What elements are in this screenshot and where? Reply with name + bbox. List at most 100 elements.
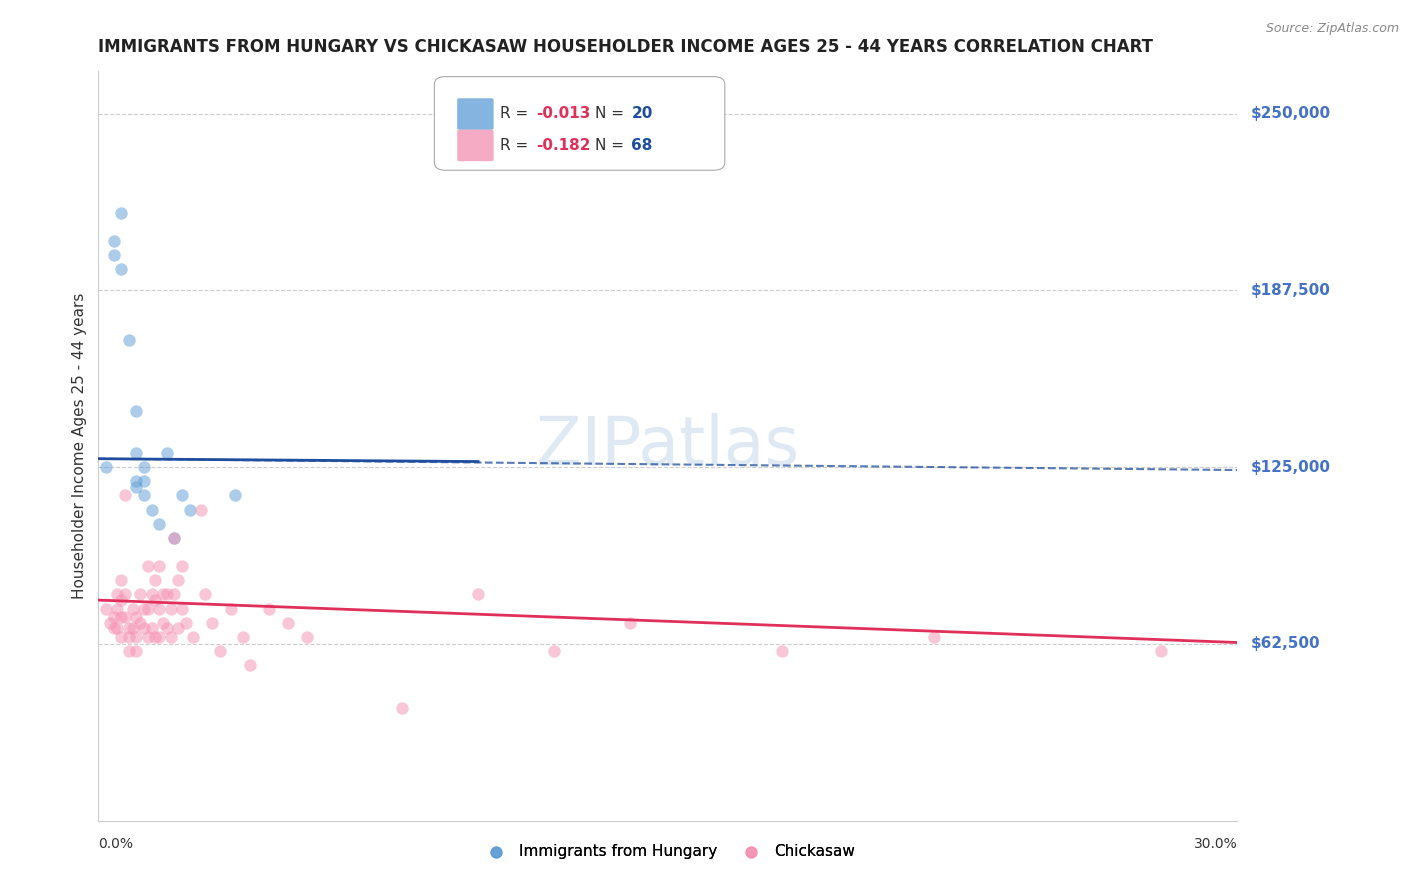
Point [148, 630, 170, 644]
Point [103, 248, 125, 262]
Point [132, 601, 155, 615]
Point [98, 615, 121, 630]
Point [136, 630, 159, 644]
Point [163, 531, 186, 545]
Point [208, 644, 231, 658]
Point [1150, 644, 1173, 658]
Point [170, 559, 193, 574]
Point [121, 601, 143, 615]
Text: R =: R = [501, 138, 533, 153]
Text: N =: N = [595, 106, 628, 121]
Point [125, 403, 148, 417]
Point [183, 630, 205, 644]
Point [156, 446, 179, 460]
Legend: Immigrants from Hungary, Chickasaw: Immigrants from Hungary, Chickasaw [475, 838, 860, 865]
Point [132, 460, 155, 475]
Text: 30.0%: 30.0% [1194, 838, 1237, 852]
Text: R =: R = [501, 106, 533, 121]
Text: ZIPatlas: ZIPatlas [536, 413, 800, 479]
Point [110, 593, 132, 607]
Point [114, 488, 136, 502]
Text: 20: 20 [631, 106, 652, 121]
Point [110, 610, 132, 624]
Point [159, 630, 181, 644]
Point [148, 516, 170, 531]
Point [107, 587, 129, 601]
Y-axis label: Householder Income Ages 25 - 44 years: Householder Income Ages 25 - 44 years [72, 293, 87, 599]
Point [259, 601, 281, 615]
Point [163, 531, 186, 545]
Point [148, 559, 170, 574]
Point [145, 593, 167, 607]
Point [110, 262, 132, 277]
Point [103, 621, 125, 635]
Text: $187,500: $187,500 [1251, 283, 1331, 298]
Point [167, 621, 190, 635]
Point [125, 475, 148, 489]
Point [619, 615, 641, 630]
FancyBboxPatch shape [457, 98, 494, 129]
Text: $62,500: $62,500 [1251, 636, 1320, 651]
Point [118, 333, 141, 347]
Point [114, 587, 136, 601]
Point [194, 587, 217, 601]
Point [121, 621, 143, 635]
Point [132, 488, 155, 502]
Point [156, 621, 179, 635]
Point [125, 610, 148, 624]
Point [190, 502, 212, 516]
Text: N =: N = [595, 138, 628, 153]
Point [156, 587, 179, 601]
Point [141, 621, 163, 635]
Point [170, 488, 193, 502]
Text: -0.182: -0.182 [536, 138, 591, 153]
Point [770, 644, 793, 658]
Point [152, 615, 174, 630]
Point [201, 615, 224, 630]
Point [125, 480, 148, 494]
FancyBboxPatch shape [434, 77, 725, 170]
Point [224, 488, 246, 502]
Text: Source: ZipAtlas.com: Source: ZipAtlas.com [1265, 22, 1399, 36]
Point [167, 574, 190, 588]
Point [129, 587, 152, 601]
Point [145, 574, 167, 588]
Point [125, 630, 148, 644]
Point [136, 559, 159, 574]
Point [125, 644, 148, 658]
FancyBboxPatch shape [457, 129, 494, 161]
Point [141, 587, 163, 601]
Point [467, 587, 489, 601]
Point [136, 601, 159, 615]
Point [297, 630, 319, 644]
Point [118, 630, 141, 644]
Point [277, 615, 299, 630]
Point [174, 615, 197, 630]
Point [114, 610, 136, 624]
Point [152, 587, 174, 601]
Point [118, 644, 141, 658]
Point [103, 610, 125, 624]
Point [129, 615, 152, 630]
Point [179, 502, 201, 516]
Text: $125,000: $125,000 [1251, 459, 1331, 475]
Point [125, 446, 148, 460]
Point [110, 205, 132, 219]
Point [132, 475, 155, 489]
Point [94, 460, 117, 475]
Point [239, 658, 262, 673]
Point [107, 601, 129, 615]
Point [159, 601, 181, 615]
Text: $250,000: $250,000 [1251, 106, 1331, 121]
Text: 0.0%: 0.0% [98, 838, 134, 852]
Point [145, 630, 167, 644]
Point [163, 587, 186, 601]
Point [118, 621, 141, 635]
Point [132, 621, 155, 635]
Point [232, 630, 254, 644]
Text: 68: 68 [631, 138, 652, 153]
Point [141, 502, 163, 516]
Text: -0.013: -0.013 [536, 106, 591, 121]
Point [110, 630, 132, 644]
Point [148, 601, 170, 615]
